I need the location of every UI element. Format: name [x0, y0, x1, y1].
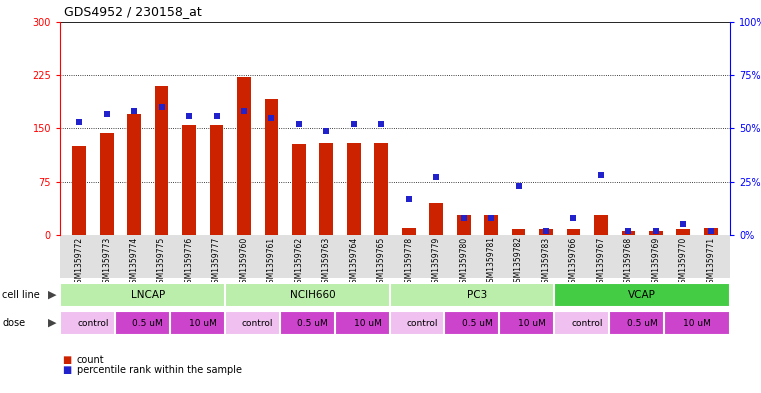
Text: control: control	[242, 318, 273, 327]
Point	[266, 115, 278, 121]
Point	[100, 110, 113, 117]
Point	[512, 183, 524, 189]
Bar	[567, 230, 581, 235]
Text: LNCAP: LNCAP	[131, 290, 165, 300]
FancyBboxPatch shape	[335, 310, 400, 336]
Text: 0.5 uM: 0.5 uM	[132, 318, 164, 327]
Point	[403, 196, 415, 202]
Bar	[484, 215, 498, 235]
Point	[320, 127, 333, 134]
Bar	[457, 215, 470, 235]
Bar	[292, 144, 306, 235]
Bar	[622, 231, 635, 235]
Point	[677, 221, 689, 228]
Text: 10 uM: 10 uM	[518, 318, 546, 327]
FancyBboxPatch shape	[444, 310, 511, 336]
Text: count: count	[77, 355, 104, 365]
Bar	[402, 228, 416, 235]
Point	[128, 108, 140, 115]
Text: dose: dose	[2, 318, 25, 328]
Point	[155, 104, 167, 110]
Point	[348, 121, 360, 127]
Point	[183, 112, 195, 119]
Point	[238, 108, 250, 115]
Bar	[429, 203, 443, 235]
FancyBboxPatch shape	[115, 310, 181, 336]
Text: VCAP: VCAP	[628, 290, 656, 300]
Bar	[265, 99, 279, 235]
FancyBboxPatch shape	[554, 283, 730, 307]
FancyBboxPatch shape	[609, 310, 675, 336]
Text: percentile rank within the sample: percentile rank within the sample	[77, 365, 242, 375]
FancyBboxPatch shape	[60, 283, 236, 307]
FancyBboxPatch shape	[224, 283, 400, 307]
FancyBboxPatch shape	[554, 310, 620, 336]
Text: control: control	[406, 318, 438, 327]
Bar	[677, 230, 690, 235]
Point	[595, 172, 607, 178]
Bar	[511, 230, 525, 235]
Bar	[539, 230, 553, 235]
FancyBboxPatch shape	[390, 283, 565, 307]
Text: 10 uM: 10 uM	[189, 318, 217, 327]
Bar	[320, 143, 333, 235]
Point	[375, 121, 387, 127]
FancyBboxPatch shape	[664, 310, 730, 336]
Point	[211, 112, 223, 119]
Text: NCIH660: NCIH660	[290, 290, 336, 300]
Bar	[100, 134, 113, 235]
Point	[73, 119, 85, 125]
Text: 0.5 uM: 0.5 uM	[627, 318, 658, 327]
Text: GDS4952 / 230158_at: GDS4952 / 230158_at	[64, 6, 202, 18]
Bar	[72, 146, 86, 235]
Bar	[209, 125, 224, 235]
FancyBboxPatch shape	[170, 310, 236, 336]
Bar	[649, 231, 663, 235]
Bar	[154, 86, 168, 235]
Text: cell line: cell line	[2, 290, 40, 300]
Point	[430, 174, 442, 181]
FancyBboxPatch shape	[60, 310, 126, 336]
Text: 10 uM: 10 uM	[683, 318, 711, 327]
Text: control: control	[77, 318, 109, 327]
Point	[705, 228, 717, 234]
Text: 0.5 uM: 0.5 uM	[298, 318, 328, 327]
Text: control: control	[572, 318, 603, 327]
Text: PC3: PC3	[467, 290, 488, 300]
FancyBboxPatch shape	[390, 310, 455, 336]
Bar	[347, 143, 361, 235]
Text: ■: ■	[62, 365, 72, 375]
Bar	[704, 228, 718, 235]
Bar	[594, 215, 608, 235]
FancyBboxPatch shape	[224, 310, 291, 336]
Point	[540, 228, 552, 234]
Point	[293, 121, 305, 127]
Text: 10 uM: 10 uM	[354, 318, 381, 327]
Point	[622, 228, 635, 234]
Text: ▶: ▶	[48, 290, 56, 300]
Bar	[374, 143, 388, 235]
Point	[650, 228, 662, 234]
Text: 0.5 uM: 0.5 uM	[462, 318, 493, 327]
Point	[485, 215, 497, 221]
Text: ▶: ▶	[48, 318, 56, 328]
Point	[457, 215, 470, 221]
Bar	[182, 125, 196, 235]
FancyBboxPatch shape	[280, 310, 345, 336]
Point	[568, 215, 580, 221]
Bar	[127, 114, 141, 235]
Text: ■: ■	[62, 355, 72, 365]
FancyBboxPatch shape	[499, 310, 565, 336]
Bar	[237, 77, 251, 235]
